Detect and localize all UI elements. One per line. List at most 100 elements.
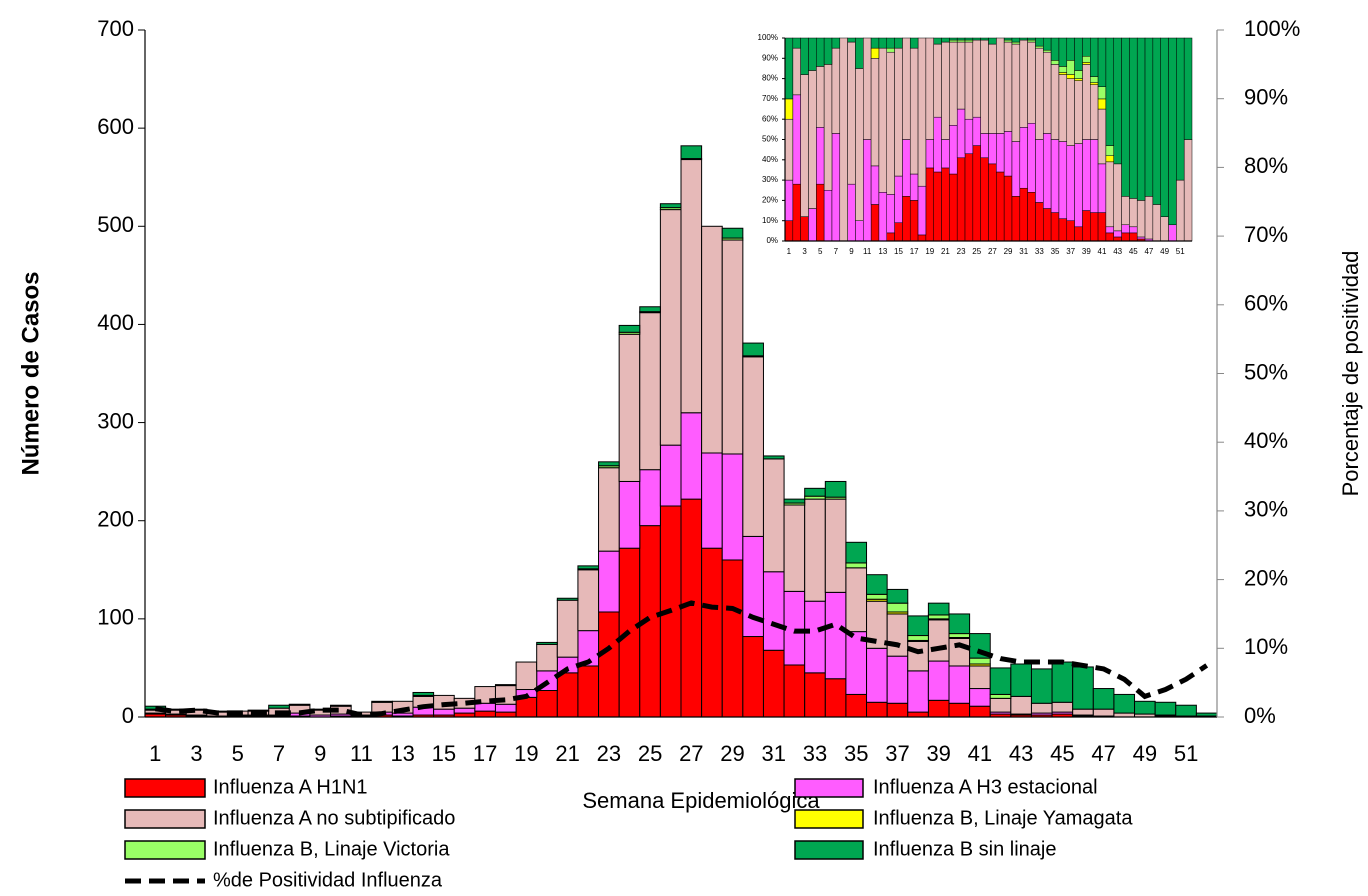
bar-segment — [823, 37, 833, 65]
bar-segment — [894, 175, 903, 223]
bar-segment — [1074, 226, 1083, 242]
bar-segment — [907, 615, 929, 637]
bar-segment — [964, 153, 974, 242]
bar-segment — [783, 504, 806, 592]
x-tick-label: 23 — [597, 741, 621, 766]
bar-segment — [556, 672, 579, 718]
bar-segment — [956, 41, 966, 110]
bar-segment — [989, 697, 1012, 713]
x-tick-label: 39 — [926, 741, 950, 766]
x-tick-label: 9 — [849, 247, 854, 256]
bar-segment — [824, 498, 847, 593]
bar-segment — [800, 74, 809, 217]
bar-segment — [933, 43, 942, 118]
bar-segment — [839, 37, 848, 242]
bar-segment — [784, 179, 794, 221]
bar-segment — [1050, 139, 1060, 213]
y2-tick-label: 40% — [1244, 428, 1288, 453]
bar-segment — [792, 94, 801, 185]
bar-segment — [659, 444, 682, 507]
bar-segment — [1105, 155, 1114, 163]
bar-segment — [453, 707, 476, 714]
bar-segment — [917, 185, 927, 236]
x-tick-label: 41 — [968, 741, 992, 766]
bar-segment — [845, 567, 868, 633]
bar-segment — [1105, 232, 1114, 242]
bar-segment — [804, 672, 826, 718]
bar-segment — [701, 547, 723, 718]
bar-segment — [742, 356, 764, 537]
bar-segment — [762, 458, 785, 573]
x-tick-label: 25 — [972, 247, 981, 256]
bar-segment — [598, 550, 620, 613]
bar-segment — [956, 108, 966, 159]
bar-segment — [1097, 37, 1107, 87]
bar-segment — [1090, 84, 1099, 140]
bar-segment — [1011, 41, 1021, 45]
bar-segment — [878, 47, 888, 193]
bar-segment — [964, 37, 974, 41]
bar-segment — [863, 139, 872, 242]
bar-segment — [515, 696, 538, 718]
x-tick-label: 19 — [514, 741, 538, 766]
bar-segment — [618, 333, 641, 482]
bar-segment — [969, 688, 991, 707]
x-tick-label: 47 — [1091, 741, 1115, 766]
bar-segment — [330, 704, 352, 707]
bar-segment — [1090, 76, 1099, 83]
bar-segment — [1050, 212, 1060, 242]
bar-segment — [1097, 98, 1107, 110]
bar-segment — [1113, 230, 1122, 238]
bar-segment — [988, 163, 997, 242]
bar-segment — [1121, 196, 1130, 226]
bar-segment — [494, 711, 517, 718]
bar-segment — [972, 145, 981, 242]
bar-segment — [659, 209, 682, 446]
bar-segment — [371, 700, 393, 703]
y2-tick-label: 50% — [1244, 359, 1288, 384]
x-tick-label: 41 — [1098, 247, 1107, 256]
bar-segment — [783, 664, 806, 718]
x-tick-label: 27 — [679, 741, 703, 766]
x-tick-label: 15 — [894, 247, 903, 256]
legend-label: Influenza B, Linaje Yamagata — [873, 807, 1133, 829]
bar-segment — [949, 173, 958, 242]
bar-segment — [1058, 141, 1068, 219]
bar-segment — [1027, 192, 1036, 242]
bar-segment — [762, 571, 785, 651]
bar-segment — [1097, 163, 1107, 213]
bar-segment — [927, 602, 950, 616]
bar-segment — [1066, 78, 1075, 146]
bar-segment — [941, 167, 950, 242]
bar-segment — [721, 239, 744, 455]
bar-segment — [680, 159, 703, 414]
bar-segment — [969, 657, 991, 665]
bar-segment — [927, 660, 950, 701]
bar-segment — [863, 37, 872, 140]
bar-segment — [925, 37, 934, 140]
x-tick-label: 37 — [1066, 247, 1075, 256]
bar-segment — [577, 565, 600, 570]
bar-segment — [1030, 702, 1053, 714]
legend-label: Influenza A H1N1 — [213, 776, 368, 798]
bar-segment — [816, 183, 825, 242]
bar-segment — [956, 157, 966, 242]
bar-segment — [907, 635, 929, 641]
bar-segment — [948, 613, 971, 635]
bar-segment — [1074, 80, 1083, 144]
bar-segment — [1058, 74, 1068, 142]
x-tick-label: 51 — [1174, 741, 1198, 766]
bar-segment — [1097, 86, 1107, 100]
y-tick-label: 40% — [762, 155, 778, 164]
bar-segment — [536, 641, 558, 645]
bar-segment — [1092, 688, 1115, 710]
bar-segment — [925, 139, 934, 169]
bar-segment — [804, 600, 826, 674]
bar-segment — [870, 58, 880, 167]
y-tick-label: 300 — [97, 408, 134, 433]
legend-swatch — [794, 840, 864, 860]
bar-segment — [556, 599, 579, 658]
bar-segment — [1019, 37, 1028, 41]
bar-segment — [1072, 666, 1094, 710]
